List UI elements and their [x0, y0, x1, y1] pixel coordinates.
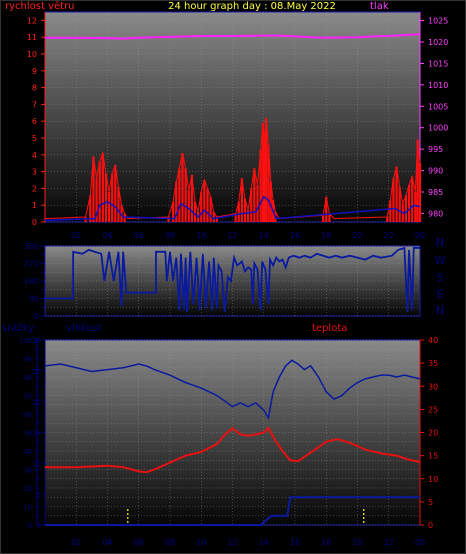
rain-axis-tick-label: 30 — [23, 467, 32, 475]
wind-axis-tick-label: 11 — [27, 33, 37, 42]
humidity-panel-x-tick-label: 06 — [134, 538, 144, 547]
wind-panel-x-tick-label: 16 — [290, 231, 300, 240]
humidity-line — [44, 359, 421, 420]
wind-axis-tick-label: 10 — [27, 50, 37, 59]
wind-axis-tick-label: 9 — [32, 67, 37, 76]
humidity-panel-x-tick-label: 12 — [227, 538, 237, 547]
humidity-panel-x-tick-label: 10 — [196, 538, 206, 547]
humidity-axis-tick-label: 0 — [37, 522, 41, 530]
pressure-axis-tick-label: 995 — [428, 145, 443, 154]
temp-axis-tick-label: 25 — [428, 405, 438, 414]
rain-axis-tick-label: 70 — [23, 393, 32, 401]
pressure-axis-tick-label: 1000 — [428, 124, 448, 133]
compass-label-s: S — [437, 271, 444, 284]
wind-panel-x-tick-label: 04 — [102, 231, 112, 240]
wind-axis-tick-label: 12 — [27, 16, 37, 25]
temperature-line — [45, 426, 421, 474]
humidity-label: vlhkost — [66, 323, 102, 334]
wind-axis-tick-label: 0 — [32, 218, 37, 227]
wind-panel-x-tick-label: 10 — [196, 231, 206, 240]
pressure-axis-tick-label: 985 — [428, 188, 443, 197]
wind-panel-x-tick-label: 06 — [134, 231, 144, 240]
temp-axis-tick-label: 5 — [428, 498, 433, 507]
pressure-axis-tick-label: 1010 — [428, 81, 448, 90]
humidity-panel-x-tick-label: 16 — [290, 538, 300, 547]
humidity-panel-x-tick-label: 00 — [415, 538, 425, 547]
rain-line — [45, 496, 420, 526]
wind-gust-line — [44, 195, 421, 222]
humidity-panel-x-tick-label: 20 — [352, 538, 362, 547]
wind-panel-x-tick-label: 20 — [352, 231, 362, 240]
humidity-panel-x-tick-label: 14 — [259, 538, 269, 547]
wind-direction-line — [45, 246, 420, 313]
wind-panel-x-tick-label: 18 — [321, 231, 331, 240]
pressure-axis-tick-label: 1015 — [428, 59, 448, 68]
pressure-label: tlak — [370, 1, 389, 12]
temp-axis-tick-label: 35 — [428, 359, 438, 368]
pressure-axis-tick-label: 990 — [428, 167, 443, 176]
temp-axis-tick-label: 30 — [428, 382, 438, 391]
wind-axis-tick-label: 2 — [32, 184, 37, 193]
direction-axis-tick-label: 270 — [24, 260, 39, 269]
temp-axis-tick-label: 0 — [428, 521, 433, 530]
temp-axis-tick-label: 10 — [428, 475, 438, 484]
wind-panel-x-tick-label: 14 — [259, 231, 269, 240]
chart-title: 24 hour graph day : 08.May 2022 — [168, 1, 336, 12]
humidity-axis-tick-label: 5 — [37, 491, 41, 499]
rain-label: srážky — [2, 322, 34, 334]
wind-panel-x-tick-label: 02 — [71, 231, 81, 240]
humidity-panel-x-tick-label: 22 — [384, 538, 394, 547]
wind-axis-tick-label: 7 — [32, 100, 37, 109]
rain-axis-tick-label: 0 — [28, 522, 32, 530]
wind-panel-x-tick-label: 08 — [165, 231, 175, 240]
wind-speed-label: rychlost větru — [5, 0, 75, 12]
pressure-axis-tick-label: 1025 — [428, 17, 448, 26]
rain-axis-tick-label: 50 — [23, 430, 32, 438]
compass-label-n: N — [436, 236, 444, 249]
wind-axis-tick-label: 6 — [32, 117, 37, 126]
compass-label-w: W — [435, 254, 446, 267]
compass-label-n: N — [436, 304, 444, 317]
rain-axis-tick-label: 60 — [23, 411, 32, 419]
wind-panel-x-tick-label: 12 — [227, 231, 237, 240]
wind-axis-tick-label: 8 — [32, 84, 37, 93]
temp-axis-tick-label: 40 — [428, 336, 438, 345]
pressure-axis-tick-label: 1020 — [428, 38, 448, 47]
wind-axis-tick-label: 3 — [32, 168, 37, 177]
temp-axis-tick-label: 15 — [428, 452, 438, 461]
wind-axis-tick-label: 5 — [32, 134, 37, 143]
rain-axis-tick-label: 80 — [23, 374, 32, 382]
rain-axis-tick-label: 40 — [23, 448, 32, 456]
humidity-panel-x-tick-label: 08 — [165, 538, 175, 547]
humidity-panel-x-tick-label: 02 — [71, 538, 81, 547]
wind-panel-x-tick-label: 22 — [384, 231, 394, 240]
rain-axis-tick-label: 100 — [19, 337, 32, 345]
pressure-axis-tick-label: 980 — [428, 209, 443, 218]
wind-panel-x-tick-label: 00 — [415, 231, 425, 240]
temp-axis-tick-label: 20 — [428, 429, 438, 438]
direction-axis-tick-label: 0 — [34, 312, 39, 321]
pressure-axis-tick-label: 1005 — [428, 102, 448, 111]
direction-axis-tick-label: 360 — [24, 242, 39, 251]
compass-label-e: E — [437, 288, 444, 301]
pressure-line — [45, 33, 421, 40]
humidity-panel-x-tick-label: 04 — [102, 538, 112, 547]
rain-axis-tick-label: 90 — [23, 356, 32, 364]
rain-axis-tick-label: 20 — [23, 485, 32, 493]
humidity-panel-x-tick-label: 18 — [321, 538, 331, 547]
rain-axis-tick-label: 10 — [23, 504, 32, 512]
direction-axis-tick-label: 180 — [24, 277, 39, 286]
wind-axis-tick-label: 4 — [32, 151, 37, 160]
direction-axis-tick-label: 90 — [29, 295, 39, 304]
wind-axis-tick-label: 1 — [32, 201, 37, 210]
temperature-label: teplota — [312, 323, 347, 334]
